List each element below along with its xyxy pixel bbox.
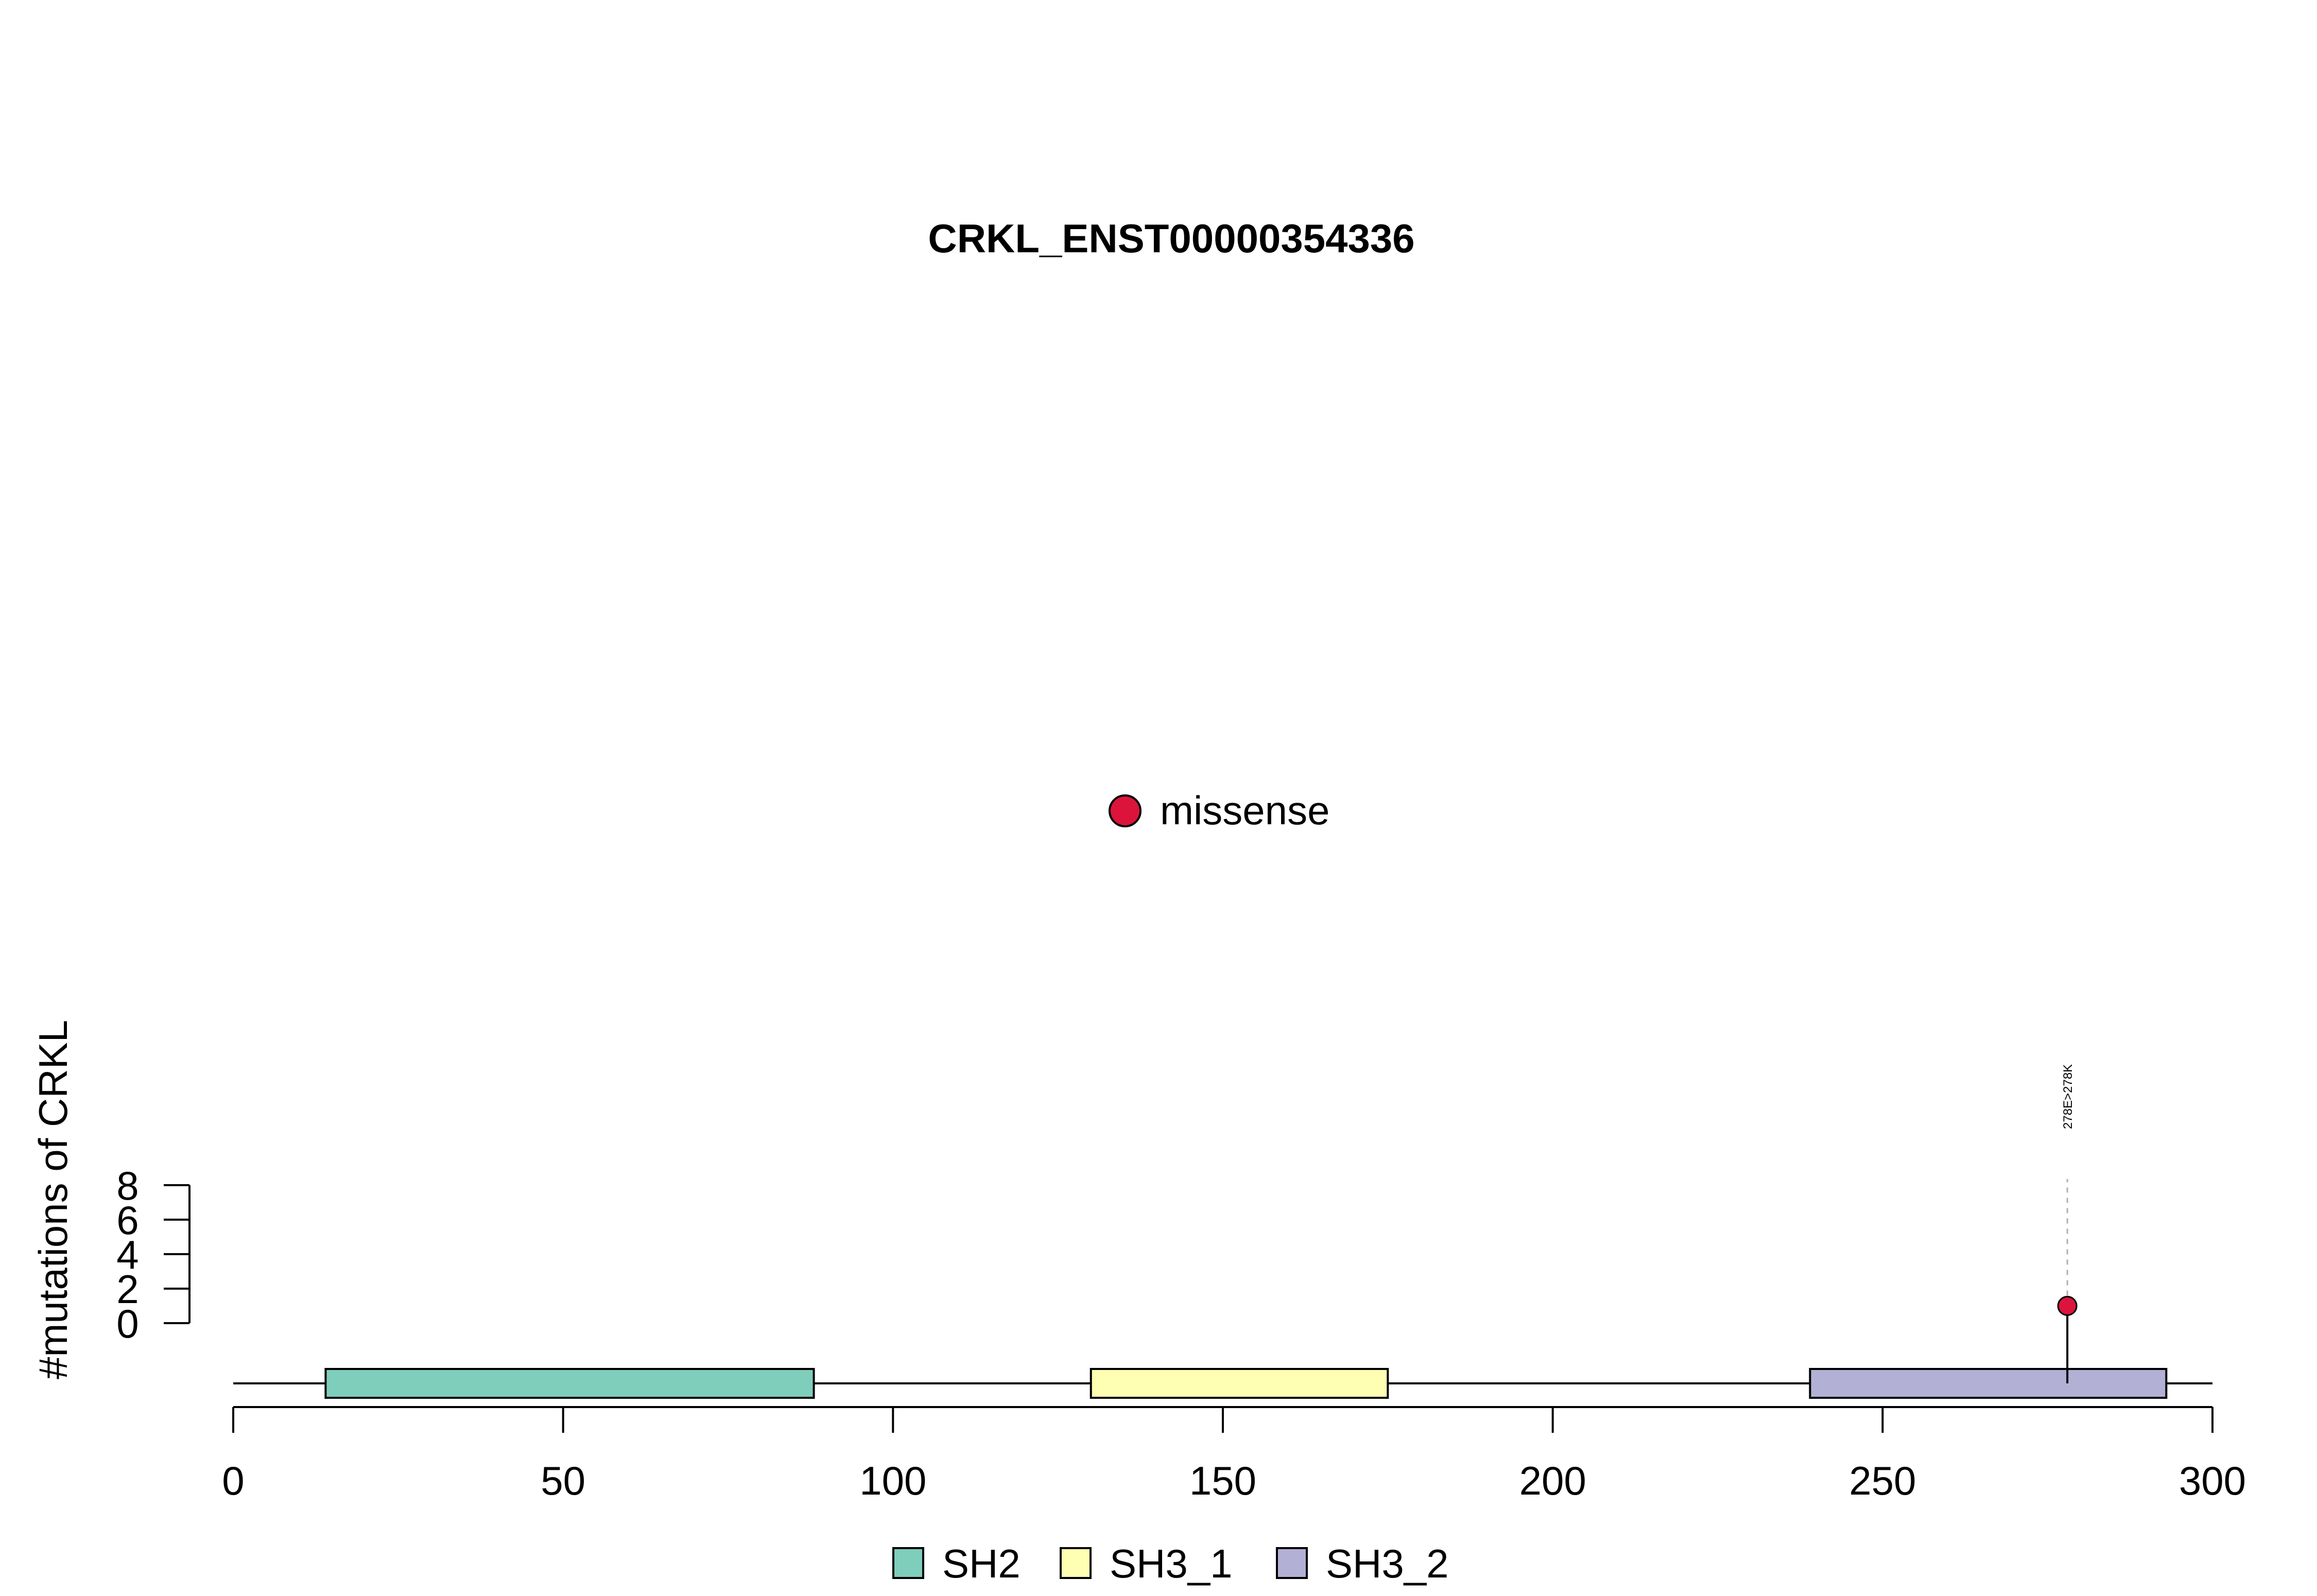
mutation-point xyxy=(2057,1296,2078,1316)
domain-legend-label: SH3_2 xyxy=(1326,1541,1449,1586)
y-tick-label: 8 xyxy=(116,1163,139,1208)
x-axis: 0 50 100 150 200 250 300 xyxy=(222,1406,2246,1503)
x-tick-label: 200 xyxy=(1519,1458,1586,1503)
x-tick-label: 250 xyxy=(1849,1458,1916,1503)
x-tick-label: 0 xyxy=(222,1458,244,1503)
x-tick-label: 300 xyxy=(2179,1458,2246,1503)
y-tick-label: 4 xyxy=(116,1232,139,1277)
x-tick-label: 150 xyxy=(1189,1458,1256,1503)
domain-legend-label: SH2 xyxy=(942,1541,1021,1586)
mutation-legend-label: missense xyxy=(1160,788,1329,833)
mutation-lollipops: 278E>278K xyxy=(2057,1064,2078,1383)
y-axis-label: #mutations of CRKL xyxy=(30,1020,76,1379)
y-tick-label: 0 xyxy=(116,1301,139,1346)
y-tick-label: 2 xyxy=(116,1267,139,1312)
domain-sh3-1 xyxy=(1090,1368,1389,1399)
mutation-legend-marker xyxy=(1109,794,1142,827)
domain-legend-swatch xyxy=(1276,1547,1308,1579)
mutation-legend: missense xyxy=(1109,788,1329,833)
x-tick-label: 100 xyxy=(859,1458,926,1503)
domain-legend-swatch xyxy=(1060,1547,1092,1579)
mutation-label: 278E>278K xyxy=(2061,1064,2075,1129)
chart-title: CRKL_ENST00000354336 xyxy=(928,216,1414,261)
domain-sh2 xyxy=(324,1368,815,1399)
domain-legend: SH2 SH3_1 SH3_2 xyxy=(892,1541,1449,1586)
domain-track xyxy=(324,1368,2168,1399)
x-tick-label: 50 xyxy=(541,1458,585,1503)
y-tick-label: 6 xyxy=(116,1198,139,1243)
domain-sh3-2 xyxy=(1809,1368,2168,1399)
domain-legend-label: SH3_1 xyxy=(1110,1541,1233,1586)
domain-legend-swatch xyxy=(892,1547,924,1579)
